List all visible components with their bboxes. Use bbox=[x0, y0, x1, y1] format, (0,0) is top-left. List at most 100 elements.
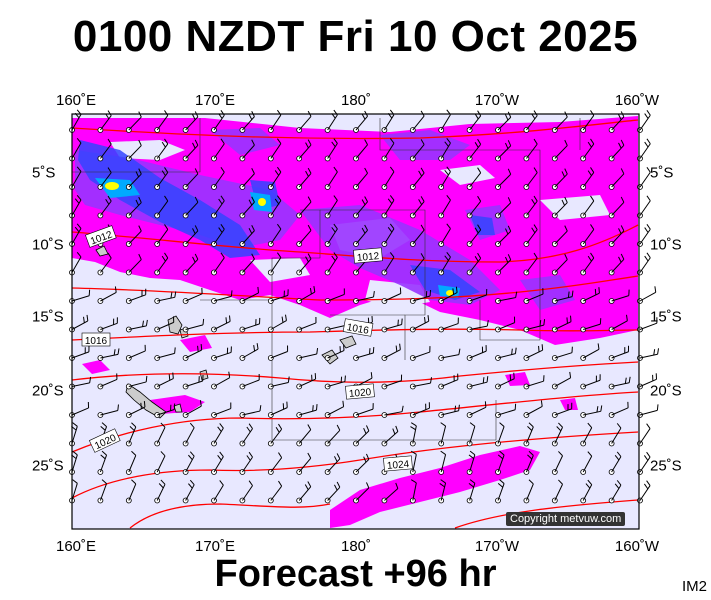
wind-barb bbox=[381, 138, 395, 162]
wind-barb bbox=[125, 479, 137, 504]
wind-barb bbox=[580, 343, 600, 361]
wind-barb bbox=[551, 402, 573, 418]
wind-barb bbox=[97, 373, 118, 390]
isobar-line bbox=[71, 275, 639, 301]
wind-barb bbox=[353, 139, 369, 162]
wind-barb bbox=[523, 195, 538, 219]
wind-barb bbox=[495, 372, 515, 390]
wind-barb bbox=[154, 372, 174, 390]
precip-peak bbox=[105, 182, 119, 190]
wind-barb bbox=[438, 479, 447, 504]
wind-barb bbox=[438, 195, 451, 219]
wind-barb bbox=[409, 450, 417, 475]
precip-layer bbox=[72, 116, 638, 528]
wind-barb bbox=[296, 224, 312, 247]
wind-barb bbox=[239, 196, 255, 219]
wind-barb bbox=[438, 286, 458, 304]
wind-barb bbox=[211, 252, 225, 276]
wind-barb bbox=[637, 286, 657, 304]
wind-barb bbox=[125, 344, 146, 361]
wind-barb bbox=[267, 376, 290, 390]
wind-barb bbox=[324, 223, 338, 247]
wind-barb bbox=[466, 345, 487, 361]
wind-barb bbox=[353, 453, 370, 475]
wind-barb bbox=[495, 291, 518, 304]
wind-barb bbox=[239, 343, 259, 361]
wind-barb bbox=[125, 168, 142, 190]
wind-barb bbox=[154, 224, 169, 247]
wind-barb bbox=[154, 138, 169, 162]
wind-barb bbox=[182, 318, 205, 333]
lat-tick-right: 25˚S bbox=[650, 457, 682, 475]
wind-barb bbox=[551, 253, 568, 276]
wind-barb bbox=[495, 479, 505, 504]
map-title: 0100 NZDT Fri 10 Oct 2025 bbox=[72, 12, 639, 61]
wind-barb bbox=[381, 166, 395, 190]
wind-barb bbox=[608, 196, 625, 219]
wind-barb bbox=[551, 315, 572, 333]
isobar-line bbox=[71, 391, 639, 453]
wind-barb bbox=[324, 252, 338, 276]
wind-barb bbox=[409, 289, 432, 304]
wind-barb bbox=[381, 223, 395, 247]
wind-barb bbox=[580, 138, 595, 162]
wind-barb bbox=[495, 197, 512, 219]
wind-barb bbox=[608, 451, 622, 475]
lat-tick-right: 10˚S bbox=[650, 236, 682, 254]
wind-barb bbox=[182, 400, 202, 418]
wind-barb bbox=[182, 253, 199, 276]
wind-barb bbox=[353, 403, 374, 418]
wind-barb bbox=[438, 138, 451, 162]
island bbox=[199, 369, 209, 381]
wind-barb bbox=[267, 195, 282, 219]
wind-barb bbox=[608, 168, 625, 190]
wind-barb bbox=[296, 424, 312, 447]
wind-barb bbox=[182, 111, 199, 133]
wind-barb bbox=[125, 225, 142, 247]
precip-area-medium bbox=[210, 128, 280, 155]
isobar-label: 1016 bbox=[81, 332, 111, 347]
wind-barb bbox=[211, 451, 224, 475]
wind-barb bbox=[466, 376, 489, 390]
wind-barb bbox=[296, 196, 312, 219]
island bbox=[167, 315, 183, 335]
precip-area bbox=[82, 360, 110, 374]
wind-barb bbox=[608, 376, 631, 390]
isobar-label: 1012 bbox=[353, 247, 383, 264]
wind-barb bbox=[466, 252, 482, 276]
wind-barb bbox=[125, 401, 146, 418]
precip-gap bbox=[110, 140, 185, 160]
wind-barb bbox=[608, 225, 625, 247]
wind-barbs bbox=[69, 109, 660, 504]
wind-barb bbox=[409, 196, 425, 219]
wind-barb bbox=[97, 348, 120, 361]
wind-barb bbox=[125, 375, 148, 390]
wind-barb bbox=[495, 450, 505, 475]
wind-barb bbox=[324, 375, 346, 390]
precip-area-heavy bbox=[410, 265, 480, 300]
wind-barb bbox=[324, 400, 345, 418]
lat-tick-right: 20˚S bbox=[650, 382, 682, 400]
svg-text:1024: 1024 bbox=[387, 459, 411, 472]
map-frame bbox=[71, 113, 640, 530]
wind-barb bbox=[97, 479, 108, 504]
wind-barb bbox=[438, 109, 451, 133]
wind-barb bbox=[211, 138, 225, 162]
wind-barb bbox=[495, 168, 512, 190]
wind-barb bbox=[125, 288, 147, 304]
wind-barb bbox=[438, 404, 460, 418]
precip-area-medium bbox=[520, 275, 575, 310]
wind-barb bbox=[239, 423, 253, 447]
wind-barb bbox=[551, 225, 568, 247]
wind-barb bbox=[523, 224, 538, 247]
wind-barb bbox=[125, 422, 137, 447]
wind-barb bbox=[125, 450, 137, 475]
wind-barb bbox=[324, 138, 338, 162]
wind-barb bbox=[495, 403, 517, 418]
precip-peak bbox=[258, 198, 266, 206]
wind-barb bbox=[409, 139, 425, 162]
wind-barb bbox=[381, 252, 395, 276]
wind-barb bbox=[353, 167, 369, 190]
wind-barb bbox=[267, 314, 287, 333]
wind-barb bbox=[551, 196, 568, 219]
